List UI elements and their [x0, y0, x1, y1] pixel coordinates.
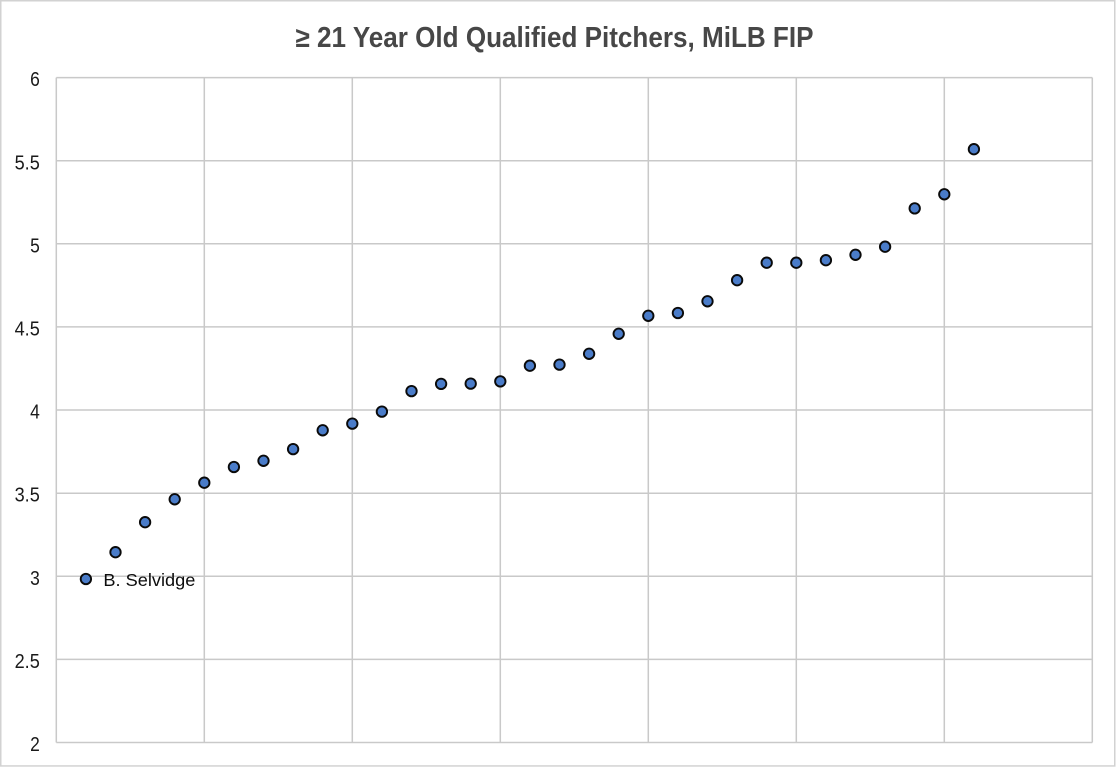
svg-text:6: 6	[30, 68, 40, 91]
svg-text:2: 2	[30, 733, 40, 756]
svg-text:4.5: 4.5	[15, 318, 40, 341]
svg-text:≥ 21 Year Old Qualified Pitche: ≥ 21 Year Old Qualified Pitchers, MiLB F…	[296, 22, 814, 54]
svg-text:3.5: 3.5	[15, 484, 40, 507]
svg-text:B. Selvidge: B. Selvidge	[103, 570, 195, 590]
svg-text:3: 3	[30, 567, 40, 590]
svg-text:5.5: 5.5	[15, 151, 40, 174]
svg-text:2.5: 2.5	[15, 650, 40, 673]
svg-text:4: 4	[30, 401, 40, 424]
svg-text:5: 5	[30, 234, 40, 257]
